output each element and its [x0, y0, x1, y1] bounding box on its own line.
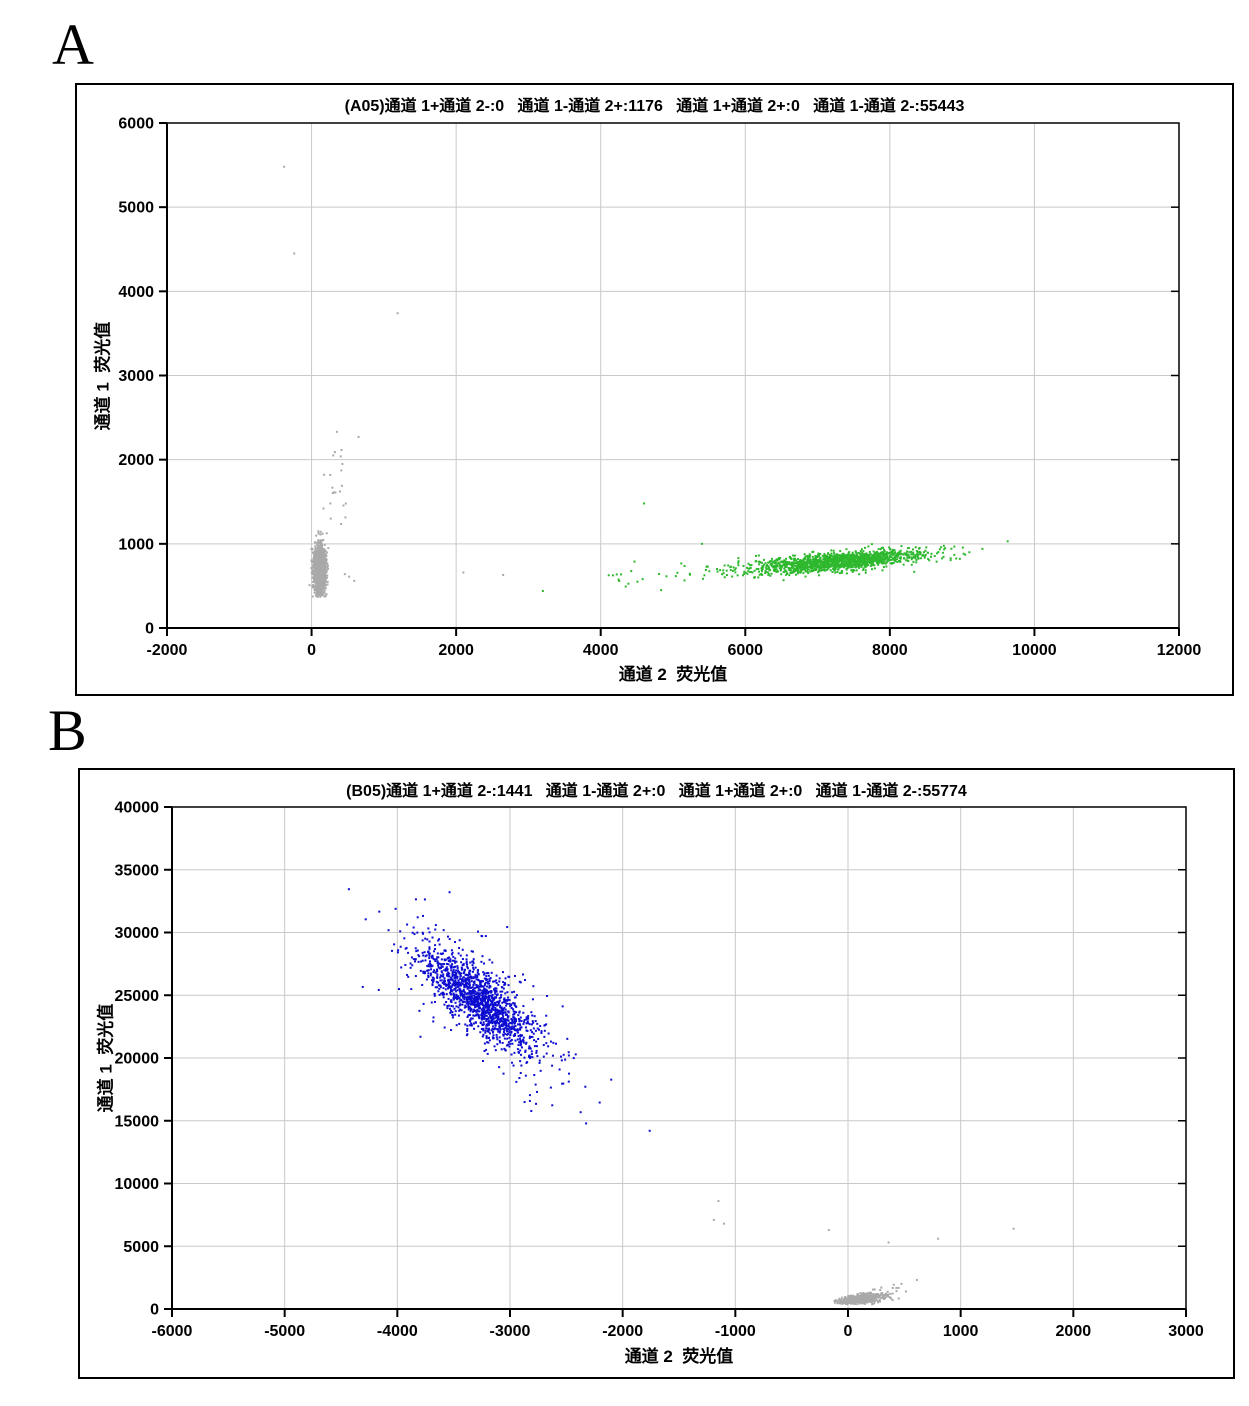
x-tick-label: 0 [844, 1323, 853, 1340]
y-tick-label: 35000 [115, 862, 160, 879]
panel-b-letter: B [48, 698, 87, 763]
x-tick-label: 3000 [1168, 1323, 1204, 1340]
y-tick-label: 40000 [115, 800, 160, 817]
tick-marks [164, 806, 1187, 1317]
panel-b-y-axis-label: 通道 1 荧光值 [96, 1003, 116, 1113]
panel-b-scatter-chart: -6000 -5000 -4000 -3000 -2000 -1000 0 1000 2000 3… [115, 800, 1204, 1341]
panel-a-frame: -2000 0 2000 4000 6000 8000 10000 12000 0 1000 200… [75, 83, 1234, 696]
tick-marks [159, 122, 1180, 636]
x-tick-label: 4000 [583, 642, 619, 659]
y-tick-label: 4000 [118, 284, 154, 301]
panel-b-chart-title: (B05)通道 1+通道 2-:1441 通道 1-通道 2+:0 通道 1+通… [346, 783, 967, 800]
x-tick-label: -4000 [377, 1323, 418, 1340]
y-tick-label: 20000 [115, 1051, 160, 1068]
x-tick-label: -6000 [152, 1323, 193, 1340]
grid-lines [167, 123, 1179, 628]
panel-a-x-axis-label: 通道 2 荧光值 [618, 665, 728, 684]
y-tick-label: 5000 [123, 1239, 159, 1256]
cluster-gray-upper-tail [880, 1278, 918, 1293]
x-tick-label: 2000 [1056, 1323, 1092, 1340]
y-tick-label: 15000 [115, 1113, 160, 1130]
y-tick-label: 5000 [118, 200, 154, 217]
y-tick-label: 6000 [118, 116, 154, 133]
tick-labels: -2000 0 2000 4000 6000 8000 10000 12000 0 1000 200… [118, 116, 1201, 660]
panel-a-chart-title: (A05)通道 1+通道 2-:0 通道 1-通道 2+:1176 通道 1+通… [344, 98, 965, 115]
x-tick-label: -2000 [147, 642, 188, 659]
x-tick-label: -1000 [715, 1323, 756, 1340]
cluster-blue-ch1-positive-halo [361, 891, 613, 1125]
panel-b-x-axis-label: 通道 2 荧光值 [624, 1347, 734, 1366]
y-tick-label: 10000 [115, 1176, 160, 1193]
x-tick-label: 12000 [1157, 642, 1202, 659]
x-tick-label: -5000 [264, 1323, 305, 1340]
gray-outliers [712, 1200, 1015, 1244]
x-tick-label: 8000 [872, 642, 908, 659]
x-tick-label: 0 [307, 642, 316, 659]
gray-outliers [283, 165, 505, 582]
panel-b-frame: -6000 -5000 -4000 -3000 -2000 -1000 0 1000 2000 3… [78, 768, 1235, 1379]
y-tick-label: 1000 [118, 536, 154, 553]
blue-outliers [347, 888, 651, 1132]
cluster-gray-main-population [833, 1288, 900, 1306]
y-tick-label: 2000 [118, 452, 154, 469]
cluster-green-left-tail [607, 560, 756, 592]
x-tick-label: -2000 [602, 1323, 643, 1340]
cluster-green-ch2-positive-population [716, 543, 967, 582]
cluster-gray-upper-tail [322, 448, 347, 526]
cluster-blue-ch1-positive-core [393, 907, 587, 1089]
x-tick-label: 10000 [1012, 642, 1057, 659]
panel-a-scatter-chart: -2000 0 2000 4000 6000 8000 10000 12000 0 1000 200… [118, 116, 1201, 660]
grid-lines [172, 807, 1186, 1309]
y-tick-label: 25000 [115, 988, 160, 1005]
green-outliers [541, 502, 1009, 592]
x-tick-label: 1000 [943, 1323, 979, 1340]
y-tick-label: 3000 [118, 368, 154, 385]
cluster-gray-main-population [308, 530, 330, 598]
y-tick-label: 0 [145, 621, 154, 638]
y-tick-label: 30000 [115, 925, 160, 942]
x-tick-label: 2000 [438, 642, 474, 659]
y-tick-label: 0 [150, 1302, 159, 1319]
tick-labels: -6000 -5000 -4000 -3000 -2000 -1000 0 1000 2000 3… [115, 800, 1204, 1341]
x-tick-label: 6000 [727, 642, 763, 659]
x-tick-label: -3000 [490, 1323, 531, 1340]
panel-a-y-axis-label: 通道 1 荧光值 [93, 321, 113, 431]
panel-a-letter: A [52, 12, 94, 77]
